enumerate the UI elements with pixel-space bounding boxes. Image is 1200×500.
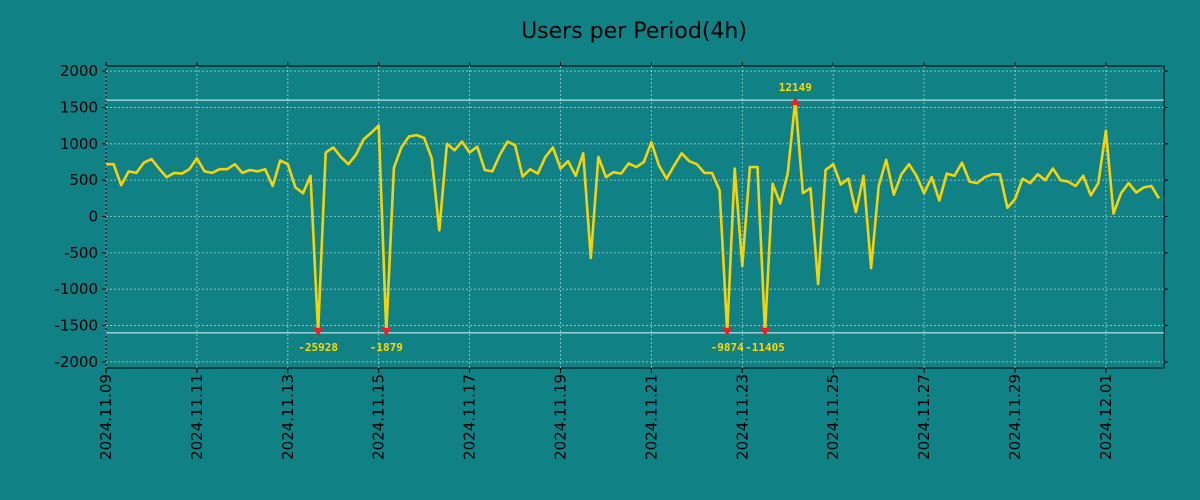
x-tick-label: 2024.11.15 — [370, 374, 388, 460]
x-axis: 2024.11.09 2024.11.11 2024.11.13 2024.11.15… — [97, 62, 1115, 460]
x-tick-label: 2024.11.29 — [1006, 374, 1024, 460]
x-tick-label: 2024.11.19 — [552, 374, 570, 460]
y-tick-label: 2000 — [60, 62, 98, 80]
chart-title: Users per Period(4h) — [521, 19, 747, 44]
y-tick-label: -1000 — [54, 280, 98, 298]
y-tick-label: -500 — [64, 244, 98, 262]
x-tick-label: 2024.11.23 — [733, 374, 751, 460]
peak-annotation-label: -11405 — [745, 341, 785, 354]
x-tick-label: 2024.11.27 — [915, 374, 933, 460]
x-tick-label: 2024.11.13 — [279, 374, 297, 460]
x-tick-label: 2024.11.25 — [824, 374, 842, 460]
y-tick-label: 1000 — [60, 135, 98, 153]
y-tick-label: -1500 — [54, 317, 98, 335]
series-line-users — [106, 98, 1161, 334]
peak-annotation-label: -25928 — [298, 341, 338, 354]
reference-lines — [106, 99, 1164, 334]
series-group — [106, 98, 1161, 334]
low-peak-marker — [760, 327, 771, 336]
high-peak-marker — [790, 97, 801, 106]
x-tick-label: 2024.11.09 — [97, 374, 115, 460]
x-tick-label: 2024.11.11 — [188, 374, 206, 460]
annotations-group: -25928 -1879 -9874 -11405 12149 — [298, 81, 812, 354]
peak-annotation-label: -9874 — [711, 341, 744, 354]
y-axis: 2000 1500 1000 500 0 -500 -1000 -1500 -2000 — [54, 62, 1168, 371]
y-tick-label: 0 — [88, 208, 98, 226]
plot-area — [105, 65, 1165, 369]
x-tick-label: 2024.12.01 — [1097, 374, 1115, 460]
y-tick-label: 500 — [69, 171, 98, 189]
low-peak-marker — [722, 327, 733, 336]
y-tick-label: 1500 — [60, 98, 98, 116]
x-tick-label: 2024.11.17 — [461, 374, 479, 460]
low-peak-marker — [313, 327, 324, 336]
low-peak-marker — [381, 327, 392, 336]
peak-annotation-label: 12149 — [779, 81, 812, 94]
peak-annotation-label: -1879 — [370, 341, 403, 354]
grid-lines — [105, 66, 1164, 368]
x-tick-label: 2024.11.21 — [642, 374, 660, 460]
y-tick-label: -2000 — [54, 353, 98, 371]
